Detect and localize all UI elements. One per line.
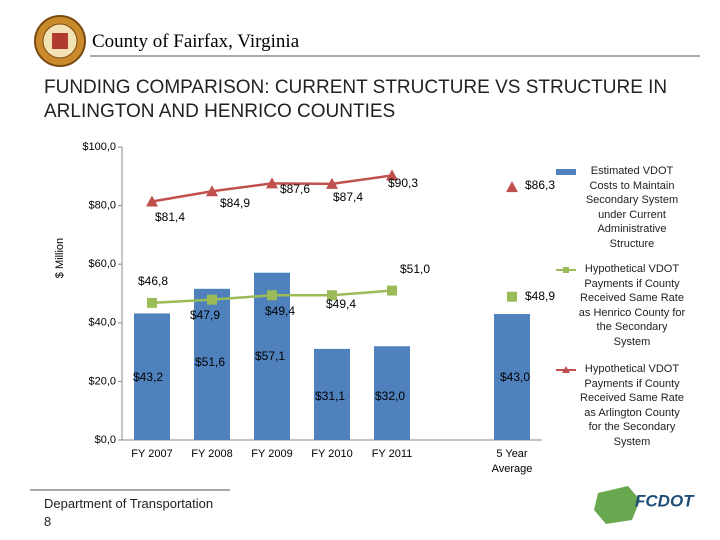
y-tick-label: $0,0 xyxy=(95,434,116,446)
page-number: 8 xyxy=(44,514,52,529)
legend-label: Estimated VDOT Costs to Maintain Seconda… xyxy=(585,165,679,250)
bar xyxy=(194,288,230,440)
data-label: $51,0 xyxy=(400,262,430,276)
legend-label: Hypothetical VDOT Payments if County Rec… xyxy=(578,263,686,348)
marker xyxy=(267,290,277,301)
marker xyxy=(147,297,157,308)
marker xyxy=(207,294,217,305)
y-tick-label: $100,0 xyxy=(82,141,116,153)
legend-swatch xyxy=(556,169,576,175)
x-tick-label: FY 2007 xyxy=(131,448,172,460)
fcdot-logo: FCDOT xyxy=(594,486,695,524)
data-label: $90,3 xyxy=(388,176,418,190)
bar xyxy=(134,313,170,440)
x-tick-label-line: Average xyxy=(492,463,533,475)
data-label: $49,4 xyxy=(265,304,295,318)
data-label: $87,4 xyxy=(333,190,363,204)
y-tick-label: $20,0 xyxy=(88,375,116,387)
marker xyxy=(206,185,218,197)
marker xyxy=(506,181,518,193)
data-label: $87,6 xyxy=(280,182,310,196)
bar xyxy=(494,314,530,440)
data-label: $81,4 xyxy=(155,210,185,224)
organization: County of Fairfax, Virginia xyxy=(92,31,300,52)
legend-marker xyxy=(562,366,570,373)
data-label: $48,9 xyxy=(525,289,555,303)
legend-marker xyxy=(563,267,569,273)
bar xyxy=(374,346,410,440)
legend-label: Hypothetical VDOT Payments if County Rec… xyxy=(580,363,684,448)
marker xyxy=(386,169,398,181)
data-label: $43,0 xyxy=(500,370,530,384)
x-tick-label: FY 2010 xyxy=(311,448,352,460)
data-label: $43,2 xyxy=(133,370,163,384)
slide-title: FUNDING COMPARISON: CURRENT STRUCTURE VS… xyxy=(44,77,668,122)
x-tick-label-line: 5 Year xyxy=(496,448,528,460)
x-tick-label: FY 2011 xyxy=(372,448,413,460)
y-axis-label: $ Million xyxy=(54,238,66,278)
marker xyxy=(507,291,517,302)
y-tick-label: $80,0 xyxy=(88,200,116,212)
x-tick-label: FY 2009 xyxy=(251,448,292,460)
data-label: $84,9 xyxy=(220,196,250,210)
data-label: $31,1 xyxy=(315,389,345,403)
marker xyxy=(387,285,397,296)
marker xyxy=(266,177,278,189)
marker xyxy=(327,290,337,301)
data-label: $86,3 xyxy=(525,178,555,192)
y-tick-label: $40,0 xyxy=(88,317,116,329)
bar xyxy=(314,348,350,440)
data-label: $57,1 xyxy=(255,349,285,363)
data-label: $51,6 xyxy=(195,355,225,369)
seal xyxy=(34,15,86,67)
data-label: $49,4 xyxy=(326,297,356,311)
x-tick-label: FY 2008 xyxy=(191,448,232,460)
marker xyxy=(146,195,158,207)
marker xyxy=(326,177,338,189)
logo-text: FCDOT xyxy=(635,491,695,510)
data-label: $32,0 xyxy=(375,389,405,403)
bar xyxy=(254,272,290,440)
footer-department: Department of Transportation xyxy=(44,496,214,511)
data-label: $46,8 xyxy=(138,274,168,288)
y-tick-label: $60,0 xyxy=(88,258,116,270)
data-label: $47,9 xyxy=(190,308,220,322)
